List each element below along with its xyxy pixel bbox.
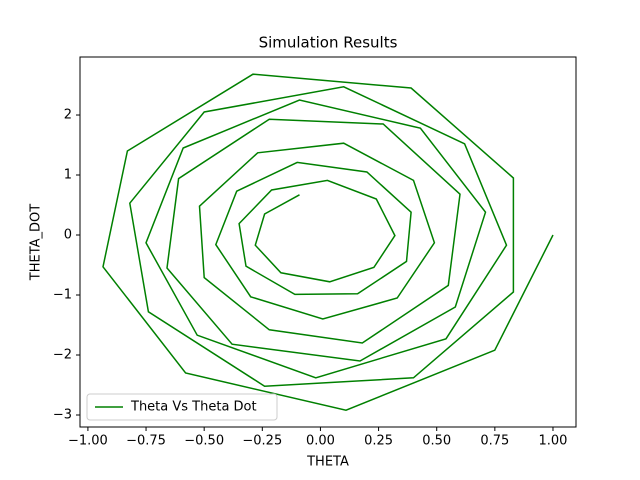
x-tick-label: −0.25 <box>242 434 282 449</box>
y-tick-label: 0 <box>64 228 72 243</box>
x-tick-label: 0.75 <box>480 434 509 449</box>
y-tick-label: −1 <box>53 288 72 303</box>
x-axis-label: THETA <box>306 455 349 470</box>
chart-title: Simulation Results <box>259 34 398 52</box>
data-line <box>102 73 554 411</box>
legend-label: Theta Vs Theta Dot <box>130 400 257 415</box>
y-tick-label: 1 <box>64 168 72 183</box>
plot-frame <box>79 56 577 428</box>
x-tick-label: 1.00 <box>539 434 568 449</box>
x-tick-label: 0.00 <box>306 434 335 449</box>
y-tick-label: −2 <box>53 348 72 363</box>
y-tick-label: 2 <box>64 108 72 123</box>
x-tick-label: 0.50 <box>422 434 451 449</box>
x-tick-label: −1.00 <box>68 434 108 449</box>
x-tick-label: −0.50 <box>184 434 224 449</box>
legend-box <box>86 393 278 421</box>
x-tick-label: −0.75 <box>126 434 166 449</box>
x-tick-label: 0.25 <box>364 434 393 449</box>
y-tick-label: −3 <box>53 408 72 423</box>
y-axis-label: THETA_DOT <box>29 204 44 281</box>
